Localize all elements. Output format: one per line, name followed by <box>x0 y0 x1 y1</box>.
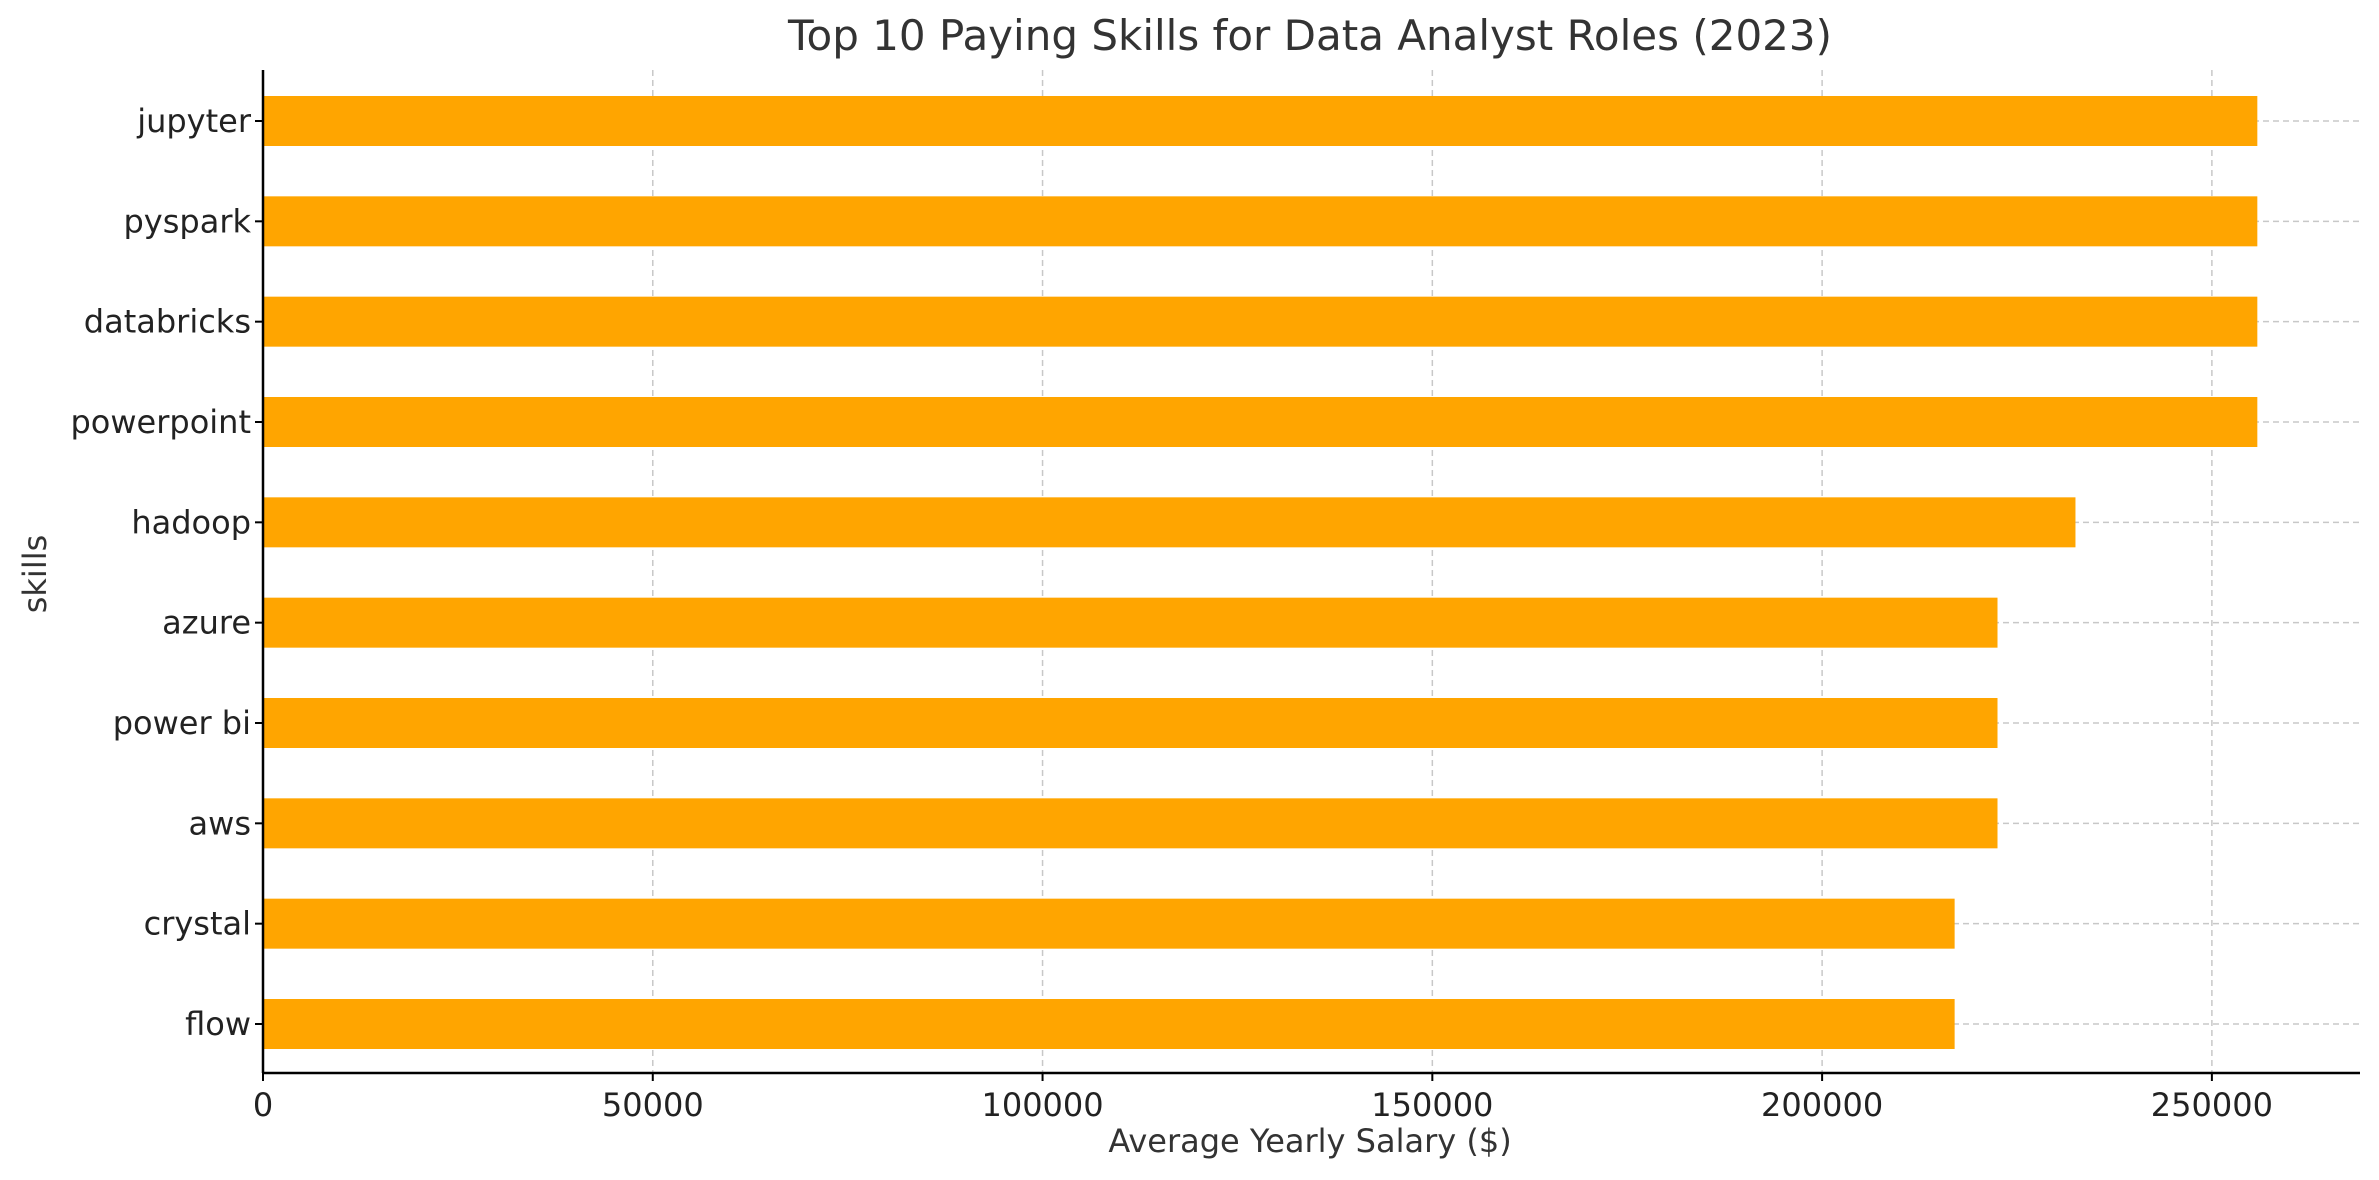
bar-layer <box>263 96 2258 1049</box>
y-tick-label: aws <box>189 804 251 842</box>
y-axis-label: skills <box>16 535 54 614</box>
y-tick-label: powerpoint <box>70 403 251 441</box>
y-tick-label: databricks <box>84 303 251 341</box>
bar-flow <box>263 999 1955 1049</box>
x-tick-label: 50000 <box>602 1086 704 1124</box>
bar-aws <box>263 798 1998 849</box>
chart-title: Top 10 Paying Skills for Data Analyst Ro… <box>787 11 1832 60</box>
x-axis-label: Average Yearly Salary ($) <box>1108 1122 1511 1160</box>
y-tick-label: pyspark <box>123 202 251 240</box>
tick-layer: 0 50000 100000 150000 200000 250000 jupyter pys… <box>70 102 2272 1124</box>
axis-layer <box>261 70 2360 1075</box>
bar-power-bi <box>263 698 1998 748</box>
x-tick-label: 150000 <box>1371 1086 1493 1124</box>
x-tick-label: 200000 <box>1761 1086 1883 1124</box>
bar-hadoop <box>263 497 2076 548</box>
x-tick-label: 100000 <box>981 1086 1103 1124</box>
bar-jupyter <box>263 96 2258 146</box>
y-tick-label: flow <box>185 1005 251 1043</box>
bar-azure <box>263 597 1998 648</box>
x-tick-label: 0 <box>253 1086 273 1124</box>
bar-databricks <box>263 296 2258 347</box>
y-tick-label: jupyter <box>136 102 252 140</box>
y-tick-label: azure <box>162 604 251 642</box>
y-tick-label: crystal <box>144 905 251 943</box>
y-tick-label: power bi <box>113 704 251 742</box>
x-tick-label: 250000 <box>2151 1086 2273 1124</box>
y-tick-label: hadoop <box>131 503 251 541</box>
bar-powerpoint <box>263 397 2258 447</box>
bar-pyspark <box>263 196 2258 247</box>
bar-crystal <box>263 898 1955 949</box>
